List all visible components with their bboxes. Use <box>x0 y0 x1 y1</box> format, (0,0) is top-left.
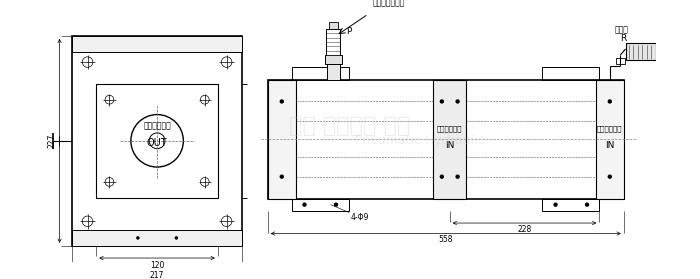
Text: Pneumatic Hydraulic: Pneumatic Hydraulic <box>355 134 484 147</box>
Circle shape <box>440 99 444 104</box>
Bar <box>329 22 338 29</box>
Text: OUT: OUT <box>147 138 167 148</box>
Circle shape <box>334 203 338 207</box>
Text: 需增压进气口: 需增压进气口 <box>597 126 622 132</box>
Circle shape <box>554 203 558 207</box>
Bar <box>72 36 242 52</box>
Text: 消声器: 消声器 <box>614 25 628 34</box>
Bar <box>433 80 466 199</box>
Circle shape <box>608 174 612 179</box>
Text: 228: 228 <box>517 225 531 234</box>
Bar <box>542 199 599 211</box>
Circle shape <box>279 99 284 104</box>
Circle shape <box>456 174 460 179</box>
Text: 驱动气压输入口: 驱动气压输入口 <box>372 0 405 8</box>
Circle shape <box>136 236 139 240</box>
Text: 558: 558 <box>438 235 453 244</box>
Bar <box>626 43 656 60</box>
Bar <box>72 230 242 246</box>
Circle shape <box>456 99 460 104</box>
Text: 4-Φ9: 4-Φ9 <box>351 213 369 222</box>
Text: 佩佩 气动液压 设备: 佩佩 气动液压 设备 <box>289 116 411 136</box>
Bar <box>616 58 624 64</box>
Circle shape <box>302 203 307 207</box>
Bar <box>293 199 349 211</box>
Text: IN: IN <box>445 141 454 150</box>
Circle shape <box>279 174 284 179</box>
Bar <box>326 29 340 55</box>
Text: R: R <box>620 34 626 43</box>
Bar <box>293 67 349 80</box>
Bar <box>268 80 624 199</box>
Text: 227: 227 <box>48 134 57 148</box>
Text: 120: 120 <box>150 261 164 270</box>
Circle shape <box>174 236 178 240</box>
Text: P: P <box>346 27 352 36</box>
Bar <box>325 55 342 64</box>
Bar <box>268 80 296 199</box>
Text: 217: 217 <box>150 271 164 279</box>
Circle shape <box>440 174 444 179</box>
Bar <box>72 36 242 246</box>
Bar <box>596 80 624 199</box>
Bar <box>542 67 599 80</box>
Circle shape <box>585 203 589 207</box>
Text: IN: IN <box>605 141 615 150</box>
Bar <box>97 84 218 198</box>
Circle shape <box>608 99 612 104</box>
Text: 高压输出气口: 高压输出气口 <box>144 121 171 130</box>
Text: 需增压进气口: 需增压进气口 <box>437 126 463 132</box>
Bar <box>328 64 340 80</box>
